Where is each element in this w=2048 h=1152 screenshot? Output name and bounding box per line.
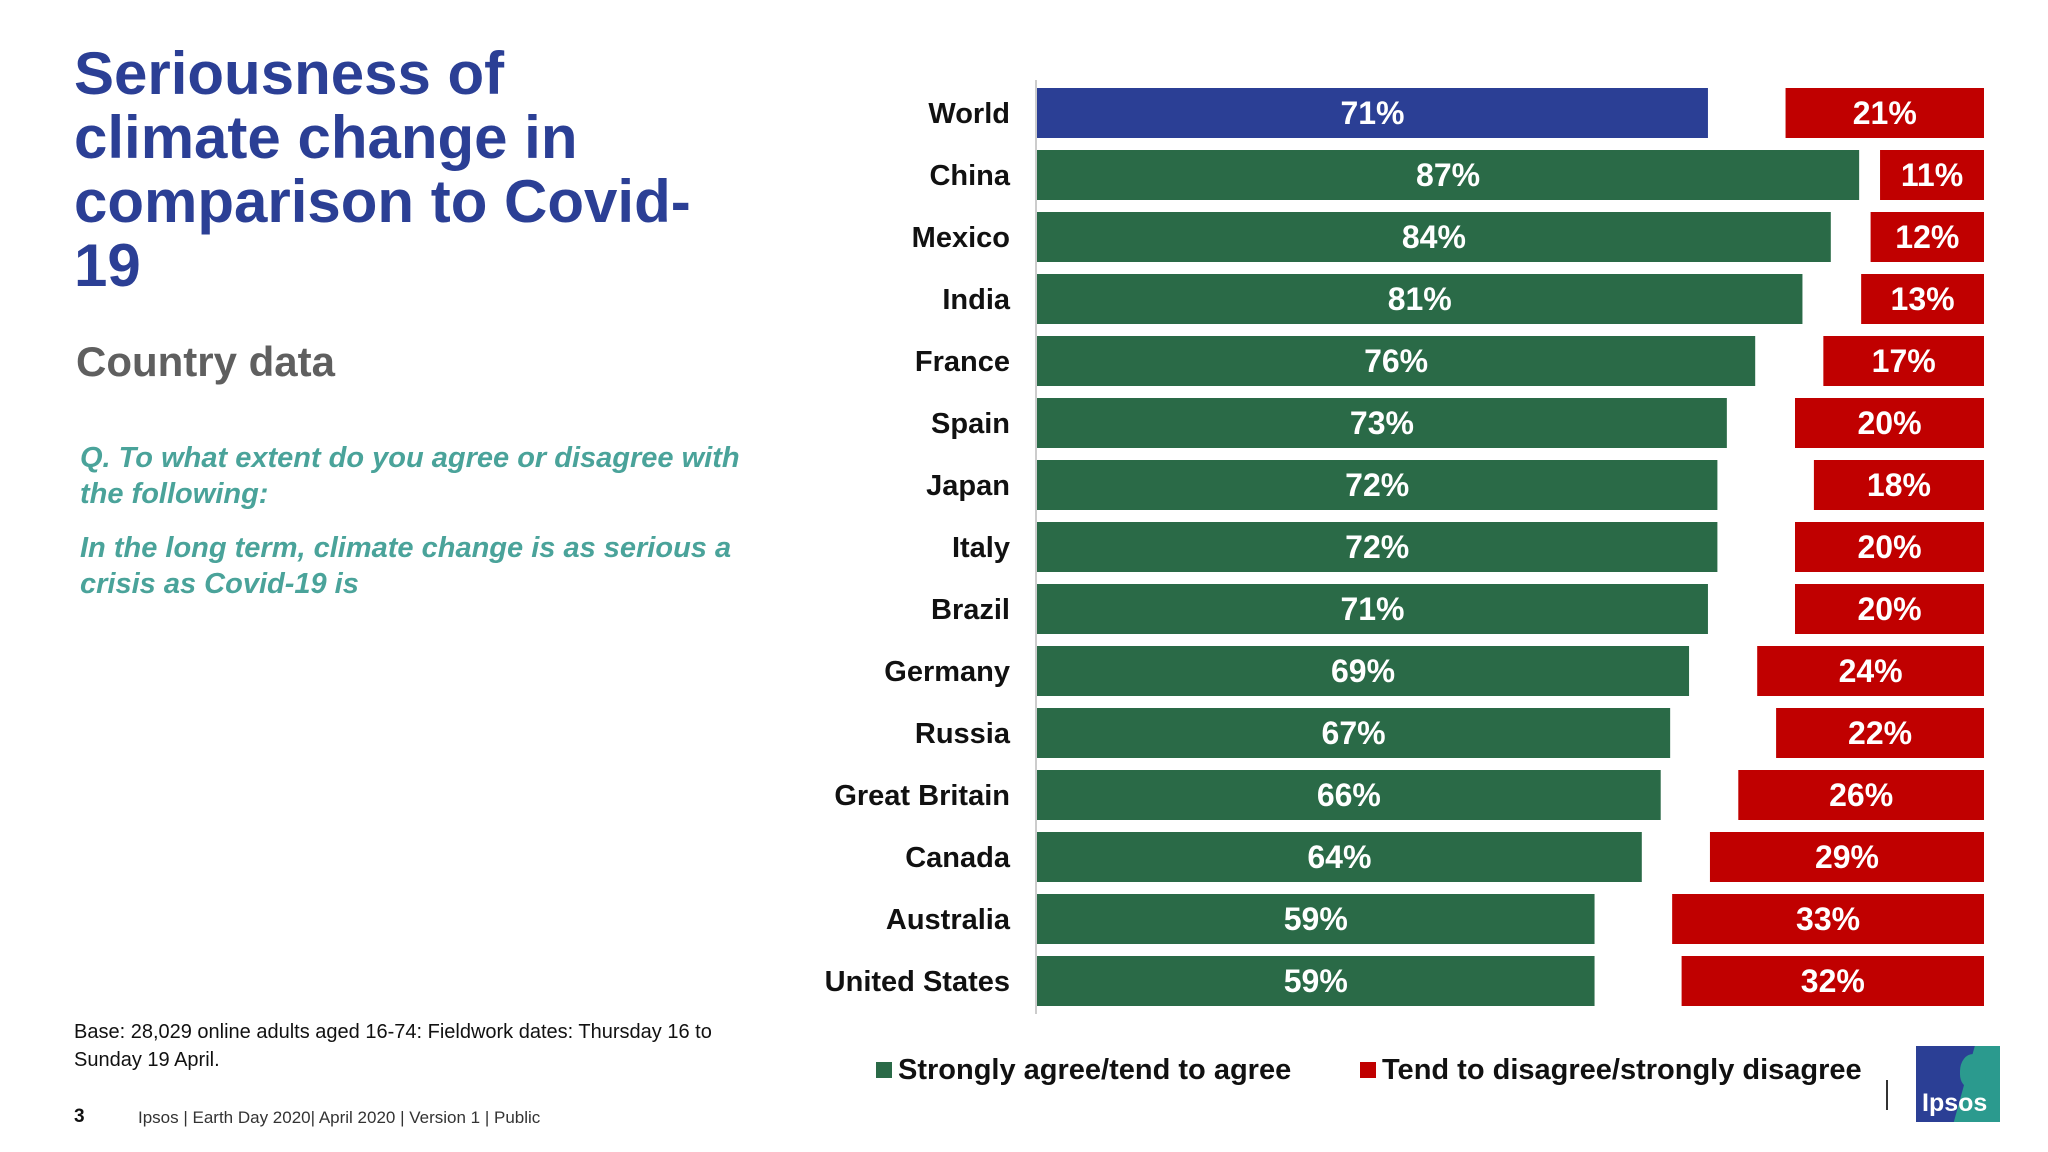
disagree-value-label: 26% [1829,777,1893,813]
category-label: China [929,160,1010,192]
disagree-value-label: 24% [1839,653,1903,689]
footer-text: Ipsos | Earth Day 2020| April 2020 | Ver… [138,1108,540,1128]
category-label: Russia [915,718,1011,750]
disagree-value-label: 20% [1857,529,1921,565]
legend-disagree-label: Tend to disagree/strongly disagree [1382,1054,1862,1087]
category-label: Brazil [931,594,1010,626]
agree-value-label: 64% [1307,839,1371,875]
legend-agree: Strongly agree/tend to agree [876,1052,1291,1088]
disagree-value-label: 29% [1815,839,1879,875]
agree-value-label: 72% [1345,529,1409,565]
category-label: Canada [905,842,1011,874]
base-note: Base: 28,029 online adults aged 16-74: F… [74,1018,754,1074]
category-label: Mexico [912,222,1010,254]
agree-value-label: 59% [1284,901,1348,937]
logo-divider [1886,1080,1888,1110]
category-label: World [928,98,1010,130]
category-label: France [915,346,1010,378]
agree-value-label: 67% [1322,715,1386,751]
bar-chart: World 71% 21% China 87% 11% Mexico 84% 12% India 8… [0,0,2048,1040]
category-label: Great Britain [834,780,1010,812]
agree-value-label: 69% [1331,653,1395,689]
disagree-value-label: 22% [1848,715,1912,751]
legend-disagree: Tend to disagree/strongly disagree [1360,1052,1862,1088]
legend-disagree-swatch [1360,1062,1376,1078]
disagree-value-label: 21% [1853,95,1917,131]
page-number: 3 [74,1106,85,1128]
disagree-value-label: 18% [1867,467,1931,503]
agree-value-label: 71% [1340,591,1404,627]
category-label: Japan [926,470,1010,502]
legend-agree-swatch [876,1062,892,1078]
logo-head-icon [1960,1054,1986,1088]
disagree-value-label: 12% [1895,219,1959,255]
logo-text: Ipsos [1922,1089,1987,1118]
agree-value-label: 72% [1345,467,1409,503]
category-label: Australia [886,904,1011,936]
category-label: Spain [931,408,1010,440]
category-label: Germany [884,656,1010,688]
category-label: Italy [952,532,1010,564]
agree-value-label: 76% [1364,343,1428,379]
agree-value-label: 66% [1317,777,1381,813]
disagree-value-label: 33% [1796,901,1860,937]
disagree-value-label: 11% [1901,157,1963,193]
category-label: India [942,284,1011,316]
disagree-value-label: 20% [1857,405,1921,441]
ipsos-logo: Ipsos [1916,1046,2000,1122]
agree-value-label: 81% [1388,281,1452,317]
category-label: United States [825,966,1010,998]
agree-value-label: 59% [1284,963,1348,999]
legend-agree-label: Strongly agree/tend to agree [898,1054,1291,1087]
disagree-value-label: 17% [1872,343,1936,379]
disagree-value-label: 20% [1857,591,1921,627]
agree-value-label: 71% [1340,95,1404,131]
agree-value-label: 87% [1416,157,1480,193]
disagree-value-label: 32% [1801,963,1865,999]
agree-value-label: 84% [1402,219,1466,255]
disagree-value-label: 13% [1891,281,1955,317]
agree-value-label: 73% [1350,405,1414,441]
